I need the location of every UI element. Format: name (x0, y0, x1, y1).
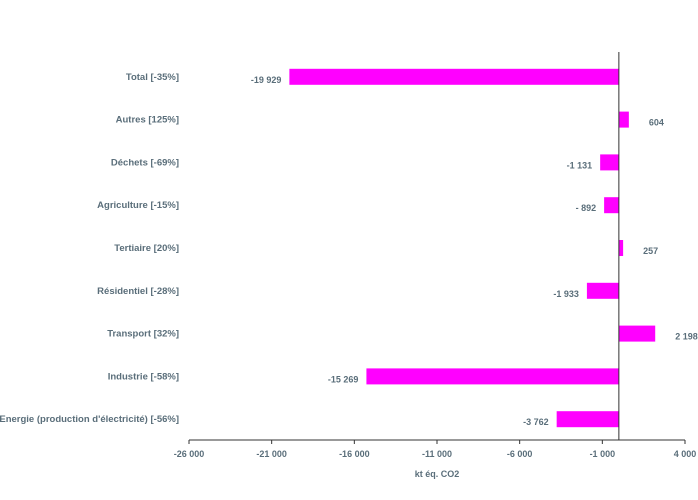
category-label-4: Tertiaire [20%] (114, 243, 179, 254)
category-label-1: Autres [125%] (116, 115, 179, 126)
value-label-4: 257 (643, 246, 658, 256)
x-tick-label-3: -11 000 (422, 449, 452, 459)
value-label-5: -1 933 (553, 289, 579, 299)
bar-6 (618, 325, 656, 342)
x-axis-title: kt éq. CO2 (415, 469, 460, 479)
bar-2 (600, 154, 619, 171)
category-label-3: Agriculture [-15%] (97, 200, 179, 211)
category-label-2: Déchets [-69%] (111, 157, 179, 168)
bar-7 (366, 368, 619, 385)
x-tick-label-0: -26 000 (174, 449, 205, 459)
bar-1 (618, 111, 629, 128)
x-axis: -26 000 -21 000 -16 000 -11 000 -6 000 -1 000… (174, 52, 697, 459)
value-label-8: -3 762 (523, 417, 549, 427)
bar-4 (618, 240, 624, 256)
x-tick-label-6: 4 000 (674, 449, 697, 459)
category-label-0: Total [-35%] (126, 72, 179, 83)
bar-3 (604, 197, 619, 214)
category-label-7: Industrie [-58%] (108, 371, 179, 382)
bars (289, 68, 656, 428)
value-label-7: -15 269 (328, 374, 359, 384)
x-tick-label-4: -6 000 (507, 449, 533, 459)
value-label-2: -1 131 (567, 160, 593, 170)
bar-0 (289, 68, 619, 85)
x-tick-label-2: -16 000 (339, 449, 370, 459)
bar-8 (556, 411, 619, 428)
category-label-6: Transport [32%] (107, 329, 179, 340)
x-tick-label-5: -1 000 (590, 449, 616, 459)
value-label-3: - 892 (576, 203, 597, 213)
category-label-5: Résidentiel [-28%] (97, 286, 179, 297)
value-label-6: 2 198 (675, 332, 698, 342)
category-labels: Total [-35%] Autres [125%] Déchets [-69%] A… (0, 72, 179, 425)
bar-5 (586, 282, 619, 299)
value-label-0: -19 929 (251, 75, 282, 85)
value-label-1: 604 (649, 118, 664, 128)
x-tick-label-1: -21 000 (256, 449, 287, 459)
category-label-8: Energie (production d'électricité) [-56%… (0, 414, 179, 425)
value-labels: -19 929 604 -1 131 - 892 257 -1 933 2 198 -15 2… (251, 75, 698, 427)
